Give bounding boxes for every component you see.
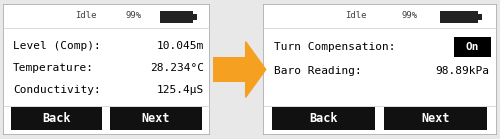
Text: 99%: 99% [125, 11, 142, 20]
FancyBboxPatch shape [384, 107, 487, 130]
Text: Idle: Idle [75, 11, 96, 20]
Text: 28.234°C: 28.234°C [150, 63, 204, 73]
Text: Temperature:: Temperature: [13, 63, 94, 73]
FancyBboxPatch shape [2, 4, 210, 135]
Text: Conductivity:: Conductivity: [13, 85, 101, 95]
FancyBboxPatch shape [454, 37, 490, 57]
Text: Level (Comp):: Level (Comp): [13, 41, 101, 51]
Text: Back: Back [309, 112, 338, 125]
Text: 98.89kPa: 98.89kPa [436, 66, 490, 76]
FancyBboxPatch shape [110, 107, 202, 130]
Text: Next: Next [422, 112, 450, 125]
Polygon shape [246, 42, 266, 97]
FancyBboxPatch shape [11, 107, 102, 130]
FancyBboxPatch shape [478, 14, 482, 20]
FancyBboxPatch shape [272, 107, 375, 130]
FancyBboxPatch shape [262, 4, 496, 135]
Text: Next: Next [142, 112, 171, 125]
Text: 125.4μS: 125.4μS [156, 85, 204, 95]
Text: 10.045m: 10.045m [156, 41, 204, 51]
Text: Turn Compensation:: Turn Compensation: [274, 42, 396, 52]
FancyBboxPatch shape [440, 11, 478, 23]
Text: On: On [466, 42, 479, 52]
Text: Baro Reading:: Baro Reading: [274, 66, 362, 76]
FancyBboxPatch shape [160, 11, 194, 23]
Text: 99%: 99% [402, 11, 418, 20]
FancyBboxPatch shape [194, 14, 197, 20]
Text: Idle: Idle [346, 11, 367, 20]
Text: Back: Back [42, 112, 70, 125]
FancyBboxPatch shape [213, 57, 246, 82]
